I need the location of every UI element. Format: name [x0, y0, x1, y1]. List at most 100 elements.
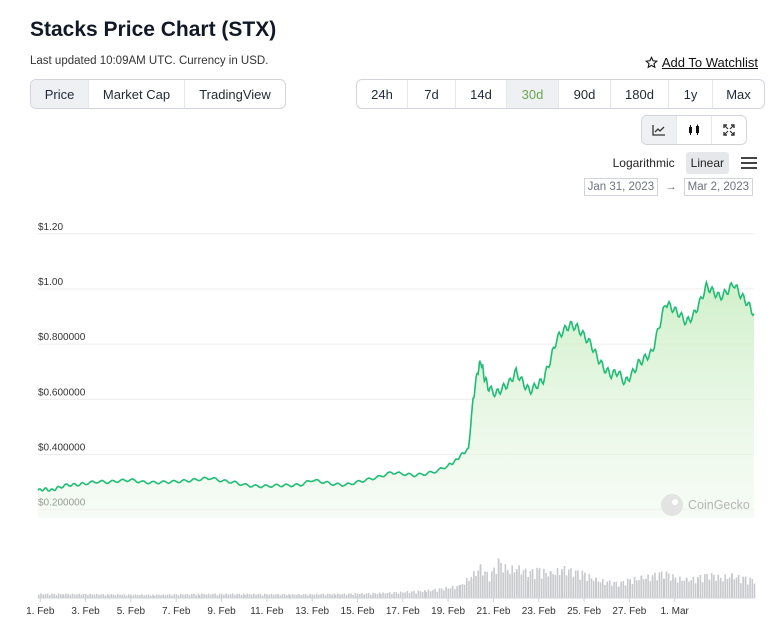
- volume-bar: [660, 571, 663, 598]
- volume-bar: [152, 594, 154, 598]
- volume-bar: [424, 590, 426, 598]
- volume-bar: [604, 584, 606, 598]
- volume-bar: [463, 584, 466, 598]
- expand-icon: [723, 124, 735, 136]
- volume-bar: [688, 581, 690, 598]
- volume-bar: [406, 591, 409, 598]
- volume-bar: [399, 591, 402, 598]
- volume-bar: [495, 574, 498, 598]
- logarithmic-option[interactable]: Logarithmic: [612, 156, 675, 170]
- volume-bar: [586, 581, 588, 598]
- volume-bar: [153, 595, 156, 598]
- volume-bar: [354, 593, 357, 598]
- volume-bar: [293, 594, 296, 598]
- volume-bar: [198, 595, 201, 598]
- volume-bar: [311, 594, 314, 598]
- volume-bar: [524, 568, 527, 598]
- volume-bar: [166, 594, 169, 598]
- range-max[interactable]: Max: [726, 86, 751, 102]
- volume-bar: [119, 594, 121, 598]
- volume-bar: [350, 593, 352, 598]
- add-to-watchlist-link[interactable]: Add To Watchlist: [644, 55, 758, 70]
- range-1y[interactable]: 1y: [669, 80, 713, 108]
- volume-bar: [95, 593, 98, 598]
- volume-bar: [155, 594, 158, 598]
- candlestick-button[interactable]: [677, 116, 712, 144]
- linear-option[interactable]: Linear: [685, 152, 729, 174]
- y-tick-label: $0.800000: [38, 332, 86, 343]
- volume-bar: [365, 593, 368, 598]
- volume-bar: [543, 568, 545, 598]
- volume-bar: [145, 594, 148, 598]
- watchlist-label: Add To Watchlist: [661, 55, 758, 70]
- volume-bar: [238, 593, 241, 598]
- volume-bar: [180, 593, 182, 598]
- volume-bar: [207, 593, 210, 598]
- volume-bar: [136, 594, 139, 598]
- date-from-input[interactable]: Jan 31, 2023: [583, 178, 659, 196]
- volume-bar: [106, 594, 109, 598]
- volume-bar: [384, 593, 387, 598]
- volume-bar: [281, 594, 284, 598]
- volume-bar: [288, 594, 290, 598]
- range-24h[interactable]: 24h: [357, 80, 408, 108]
- volume-bar: [613, 581, 615, 598]
- volume-bar: [529, 571, 532, 598]
- y-tick-label: $0.400000: [38, 443, 86, 454]
- candlestick-icon: [689, 124, 699, 135]
- tab-tradingview[interactable]: TradingView: [199, 86, 271, 102]
- volume-bar: [527, 577, 529, 598]
- volume-bar: [697, 578, 699, 598]
- arrow-right-icon: →: [665, 181, 677, 193]
- volume-bar: [270, 593, 273, 598]
- date-to-input[interactable]: Mar 2, 2023: [683, 178, 753, 196]
- volume-bar: [500, 563, 502, 598]
- volume-bar: [272, 594, 275, 598]
- watermark-text: CoinGecko: [688, 498, 750, 512]
- volume-bar: [286, 595, 288, 598]
- volume-bar: [502, 572, 504, 598]
- volume-bar: [242, 593, 245, 598]
- range-30d[interactable]: 30d: [507, 80, 559, 108]
- line-chart-button[interactable]: [642, 116, 677, 144]
- y-tick-label: $1.20: [38, 222, 63, 233]
- x-tick-label: 13. Feb: [295, 606, 329, 617]
- volume-bar: [197, 593, 200, 598]
- volume-bar: [300, 595, 303, 598]
- volume-bar: [572, 576, 575, 598]
- range-180d[interactable]: 180d: [611, 80, 669, 108]
- volume-bar: [558, 575, 561, 598]
- volume-bar: [275, 594, 277, 598]
- star-icon: [644, 56, 658, 69]
- range-90d[interactable]: 90d: [559, 80, 611, 108]
- volume-bar: [216, 595, 219, 598]
- volume-bar: [507, 570, 509, 598]
- volume-bar: [250, 594, 253, 598]
- volume-bar: [345, 594, 348, 598]
- volume-bar: [220, 593, 223, 598]
- volume-bar: [588, 573, 591, 598]
- volume-bar: [461, 584, 464, 598]
- volume-bar: [112, 594, 115, 598]
- volume-bar: [329, 594, 331, 598]
- volume-bar: [227, 594, 230, 598]
- tab-price[interactable]: Price: [31, 80, 89, 108]
- volume-bar: [348, 593, 350, 598]
- coingecko-logo-icon: [661, 494, 683, 516]
- volume-bar: [694, 583, 697, 598]
- range-14d[interactable]: 14d: [456, 80, 507, 108]
- volume-bar: [584, 572, 586, 598]
- fullscreen-button[interactable]: [712, 116, 746, 144]
- volume-bar: [67, 593, 69, 598]
- volume-bar: [318, 594, 320, 598]
- hamburger-menu-icon[interactable]: [741, 157, 757, 169]
- volume-bar: [602, 579, 604, 598]
- volume-bar: [475, 576, 477, 598]
- volume-bar: [289, 595, 292, 598]
- volume-bar: [692, 576, 695, 598]
- volume-bars: [38, 558, 756, 598]
- tab-market-cap[interactable]: Market Cap: [89, 80, 185, 108]
- range-7d[interactable]: 7d: [408, 80, 456, 108]
- x-tick-label: 9. Feb: [207, 606, 236, 617]
- x-tick-label: 21. Feb: [476, 606, 510, 617]
